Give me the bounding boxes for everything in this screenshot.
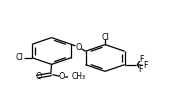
Text: O: O [59, 72, 65, 81]
Text: O: O [75, 43, 81, 52]
Text: O: O [35, 72, 42, 81]
Text: Cl: Cl [16, 53, 24, 62]
Text: CH₃: CH₃ [71, 72, 86, 81]
Text: F: F [139, 55, 144, 64]
Text: F: F [138, 65, 143, 74]
Text: F: F [143, 61, 147, 70]
Text: Cl: Cl [101, 33, 109, 42]
